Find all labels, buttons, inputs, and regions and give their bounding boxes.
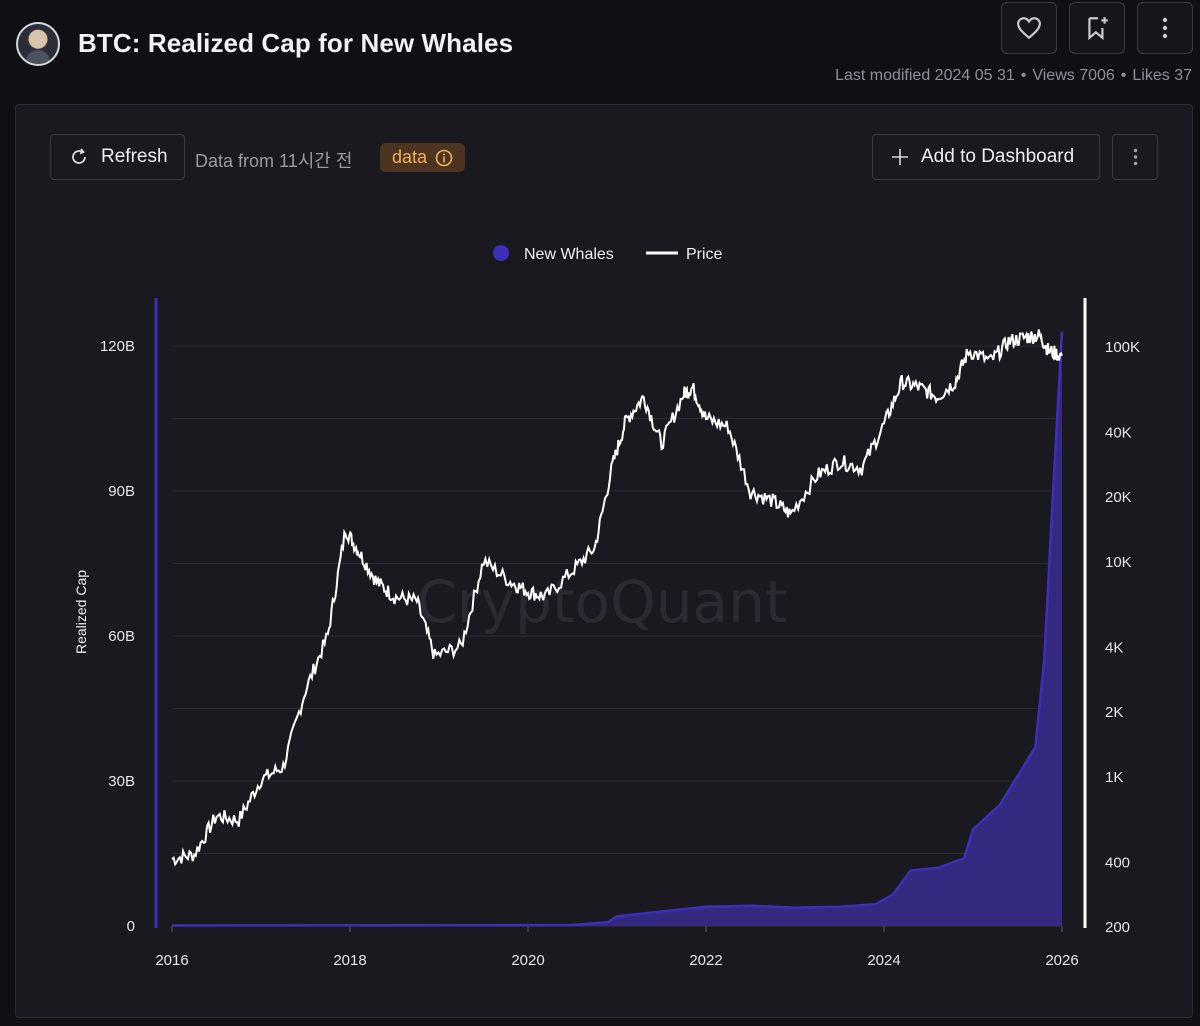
refresh-icon: [72, 148, 86, 164]
series-area-new-whales: [172, 331, 1062, 926]
more-options-button[interactable]: [1137, 2, 1193, 54]
legend-label-price: Price: [686, 246, 723, 263]
x-axis-ticks: 2016 2018 2020 2022 2024 2026: [155, 926, 1079, 969]
chart-more-button[interactable]: [1112, 134, 1158, 180]
y-right-tick-label: 200: [1105, 919, 1130, 936]
watermark: CryptoQuant: [416, 568, 787, 636]
x-tick-label: 2026: [1045, 952, 1078, 969]
y-left-tick-label: 90B: [108, 483, 135, 500]
y-right-tick-label: 1K: [1105, 769, 1123, 786]
legend-marker-new-whales: [493, 245, 509, 261]
refresh-label: Refresh: [101, 146, 168, 167]
like-button[interactable]: [1001, 2, 1057, 54]
x-tick-label: 2024: [867, 952, 900, 969]
series-line-price: [171, 329, 1063, 867]
add-to-dashboard-label: Add to Dashboard: [921, 146, 1075, 167]
bookmark-button[interactable]: [1069, 2, 1125, 54]
bookmark-add-icon: [1088, 17, 1108, 41]
legend[interactable]: New Whales Price: [493, 245, 723, 263]
more-vertical-icon: [1133, 148, 1137, 166]
series-line-new-whales: [171, 331, 1064, 927]
data-badge[interactable]: data: [380, 143, 466, 172]
y-right-tick-label: 10K: [1105, 554, 1132, 571]
x-tick-label: 2020: [511, 952, 544, 969]
chart-meta: Last modified 2024 05 31 • Views 7006 • Like…: [835, 67, 1192, 84]
x-tick-label: 2018: [333, 952, 366, 969]
page-title: BTC: Realized Cap for New Whales: [78, 28, 514, 58]
info-icon: [435, 149, 453, 166]
y-left-tick-label: 120B: [100, 338, 135, 355]
y-right-tick-label: 20K: [1105, 489, 1132, 506]
y-left-tick-label: 60B: [108, 628, 135, 645]
heart-icon: [1017, 17, 1041, 40]
likes-count: Likes 37: [1132, 67, 1192, 84]
data-freshness: Data from 11시간 전: [195, 151, 353, 171]
author-avatar[interactable]: [16, 22, 60, 66]
y-right-tick-label: 400: [1105, 854, 1130, 871]
add-to-dashboard-button[interactable]: Add to Dashboard: [872, 134, 1100, 180]
refresh-button[interactable]: Refresh: [50, 134, 185, 180]
y-right-tick-label: 4K: [1105, 639, 1123, 656]
x-tick-label: 2016: [155, 952, 188, 969]
y-left-tick-label: 30B: [108, 773, 135, 790]
y-right-tick-label: 2K: [1105, 704, 1123, 721]
y-axis-title: Realized Cap: [73, 570, 89, 654]
y-right-tick-label: 40K: [1105, 425, 1132, 442]
views-count: Views 7006: [1032, 67, 1115, 84]
y-right-tick-label: 100K: [1105, 339, 1140, 356]
y-left-tick-label: 0: [127, 918, 135, 935]
right-axis-ticks: 200 400 1K 2K 4K 10K 20K 40K 100K: [1105, 339, 1140, 936]
x-tick-label: 2022: [689, 952, 722, 969]
left-axis-ticks: 0 30B 60B 90B 120B: [100, 338, 135, 935]
gridlines: [172, 345, 1062, 927]
plus-icon: [892, 149, 908, 165]
more-vertical-icon: [1162, 17, 1168, 39]
data-badge-label: data: [392, 147, 428, 167]
last-modified: Last modified 2024 05 31: [835, 67, 1015, 84]
legend-label-new-whales: New Whales: [524, 246, 614, 263]
